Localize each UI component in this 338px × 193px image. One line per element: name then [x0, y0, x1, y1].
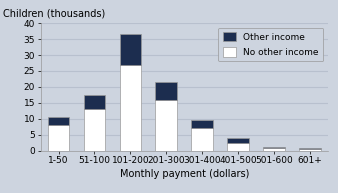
Bar [155, 82, 177, 100]
Bar [263, 148, 285, 151]
Text: Children (thousands): Children (thousands) [3, 8, 105, 18]
Bar [263, 147, 285, 148]
Legend: Other income, No other income: Other income, No other income [218, 28, 323, 61]
Bar [227, 138, 249, 143]
Bar [191, 120, 213, 128]
Bar [155, 100, 177, 151]
Bar [48, 125, 69, 151]
Bar [299, 148, 321, 149]
Bar [120, 64, 141, 151]
X-axis label: Monthly payment (dollars): Monthly payment (dollars) [120, 169, 249, 179]
Bar [84, 109, 105, 151]
Bar [191, 128, 213, 151]
Bar [227, 143, 249, 151]
Bar [120, 34, 141, 64]
Bar [48, 117, 69, 125]
Bar [299, 149, 321, 151]
Bar [84, 95, 105, 109]
